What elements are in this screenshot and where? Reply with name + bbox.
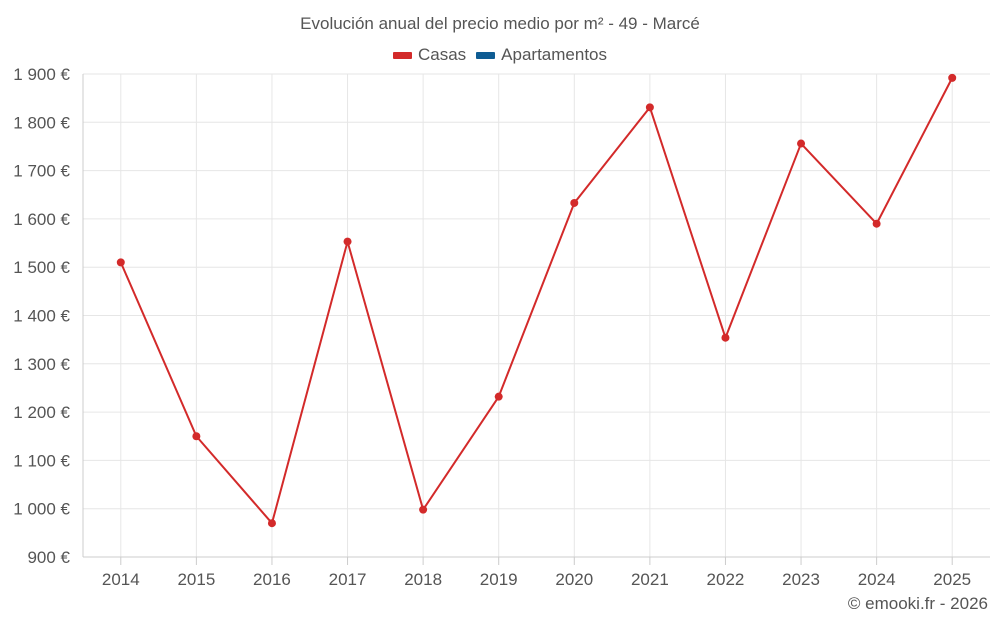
x-tick-label: 2021 xyxy=(631,570,669,589)
y-tick-label: 900 € xyxy=(27,548,70,567)
data-point xyxy=(721,333,730,342)
data-point xyxy=(267,519,276,528)
legend-item-apartamentos[interactable]: Apartamentos xyxy=(476,45,607,65)
legend-item-casas[interactable]: Casas xyxy=(392,45,467,65)
x-tick-label: 2019 xyxy=(480,570,518,589)
legend-label-casas: Casas xyxy=(417,45,467,64)
x-tick-label: 2025 xyxy=(933,570,971,589)
x-tick-label: 2024 xyxy=(858,570,896,589)
x-tick-label: 2023 xyxy=(782,570,820,589)
copyright-credit: © emooki.fr - 2026 xyxy=(847,594,988,613)
data-point xyxy=(645,103,654,112)
data-point xyxy=(343,237,352,246)
y-tick-label: 1 400 € xyxy=(13,307,70,326)
chart-title: Evolución anual del precio medio por m² … xyxy=(300,14,700,33)
data-point xyxy=(872,219,881,228)
y-tick-label: 1 700 € xyxy=(13,162,70,181)
data-point xyxy=(948,73,957,82)
y-tick-label: 1 500 € xyxy=(13,258,70,277)
legend-swatch-casas xyxy=(392,51,412,59)
y-tick-label: 1 800 € xyxy=(13,113,70,132)
x-tick-label: 2018 xyxy=(404,570,442,589)
data-point xyxy=(419,505,428,514)
y-tick-label: 1 100 € xyxy=(13,451,70,470)
x-tick-label: 2022 xyxy=(707,570,745,589)
data-point xyxy=(797,139,806,148)
y-tick-label: 1 000 € xyxy=(13,500,70,519)
legend-label-apartamentos: Apartamentos xyxy=(501,45,608,64)
data-point xyxy=(192,432,201,441)
x-tick-label: 2020 xyxy=(555,570,593,589)
y-tick-label: 1 200 € xyxy=(13,403,70,422)
data-point xyxy=(116,258,125,267)
x-tick-label: 2016 xyxy=(253,570,291,589)
y-tick-label: 1 600 € xyxy=(13,210,70,229)
chart-legend: Casas Apartamentos xyxy=(0,45,1000,65)
x-tick-label: 2014 xyxy=(102,570,140,589)
y-tick-label: 1 300 € xyxy=(13,355,70,374)
series-line-casas xyxy=(119,77,954,525)
x-tick-label: 2017 xyxy=(329,570,367,589)
x-tick-label: 2015 xyxy=(177,570,215,589)
data-point xyxy=(494,392,503,401)
legend-swatch-apartamentos xyxy=(476,51,496,59)
y-tick-label: 1 900 € xyxy=(13,65,70,84)
data-point xyxy=(570,198,579,207)
